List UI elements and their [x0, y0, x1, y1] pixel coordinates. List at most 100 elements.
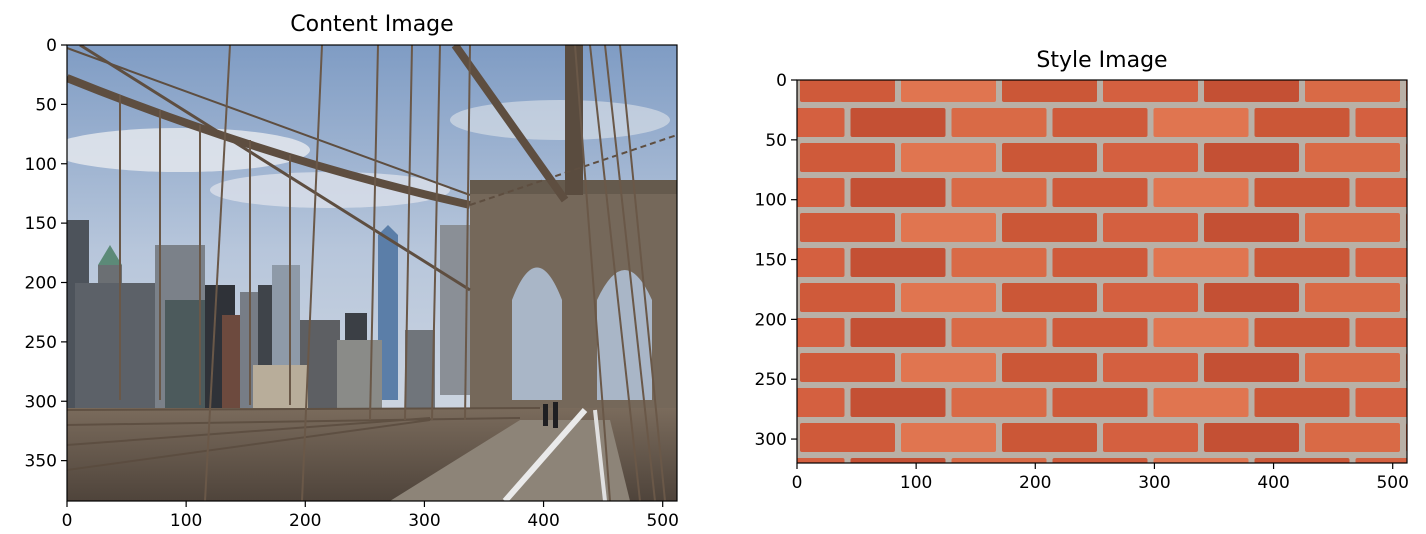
brick — [1153, 248, 1249, 277]
style-image-title: Style Image — [1036, 48, 1167, 73]
brick — [1052, 178, 1148, 207]
content-ytick-label: 200 — [25, 274, 57, 294]
style-photo — [797, 80, 1407, 463]
brick — [1305, 143, 1400, 172]
brick — [1002, 80, 1097, 102]
brick — [901, 80, 996, 102]
brick — [951, 108, 1047, 137]
brick — [1103, 283, 1198, 312]
content-xtick-label: 300 — [408, 511, 440, 531]
content-ytick-label: 50 — [35, 95, 57, 115]
brick — [1153, 458, 1249, 463]
brick — [800, 80, 895, 102]
brick — [1153, 388, 1249, 417]
brick — [1052, 318, 1148, 347]
content-ytick-label: 0 — [46, 36, 57, 56]
brick — [951, 178, 1047, 207]
brick — [1052, 248, 1148, 277]
brick — [1254, 318, 1350, 347]
brick — [951, 318, 1047, 347]
brick — [1355, 178, 1407, 207]
brick — [1052, 388, 1148, 417]
brick — [1305, 353, 1400, 382]
brick — [1103, 353, 1198, 382]
brick — [1002, 213, 1097, 242]
content-ticks: 0 100 200 300 400 500 0 50 100 150 200 250 300 350 — [25, 36, 679, 531]
brick — [1002, 353, 1097, 382]
content-ytick-label: 100 — [25, 155, 57, 175]
brick — [1204, 213, 1299, 242]
content-image-title: Content Image — [290, 12, 453, 37]
brick — [1254, 388, 1350, 417]
brick — [1406, 423, 1407, 452]
brick — [800, 283, 895, 312]
brick — [951, 388, 1047, 417]
brick — [1305, 423, 1400, 452]
content-axes-frame — [66, 44, 678, 502]
brick — [901, 423, 996, 452]
style-axes-frame — [796, 79, 1408, 464]
brick — [1406, 80, 1407, 102]
brick — [1052, 458, 1148, 463]
brick — [850, 248, 946, 277]
style-image-panel: Style Image 0 100 200 300 400 500 0 50 100 150 200… — [755, 48, 1409, 493]
brick — [1204, 423, 1299, 452]
style-ticks: 0 100 200 300 400 500 0 50 100 150 200 250 300 — [755, 71, 1409, 493]
brick — [797, 248, 845, 277]
brick — [1103, 213, 1198, 242]
content-xtick-label: 0 — [62, 511, 73, 531]
brick — [1355, 248, 1407, 277]
style-xtick-label: 0 — [792, 473, 803, 493]
content-ytick-label: 300 — [25, 392, 57, 412]
brick — [1204, 353, 1299, 382]
brick — [901, 283, 996, 312]
brick — [951, 458, 1047, 463]
style-ytick-label: 0 — [776, 71, 787, 91]
brick — [1355, 458, 1407, 463]
brick — [800, 423, 895, 452]
style-xtick-label: 400 — [1257, 473, 1289, 493]
brick — [951, 248, 1047, 277]
content-xtick-label: 400 — [527, 511, 559, 531]
brick — [901, 143, 996, 172]
content-ytick-label: 250 — [25, 333, 57, 353]
brick — [1406, 143, 1407, 172]
brick — [1305, 213, 1400, 242]
style-ytick-label: 300 — [755, 430, 787, 450]
brick — [1355, 108, 1407, 137]
brick — [797, 318, 845, 347]
brick — [1204, 80, 1299, 102]
brick — [797, 178, 845, 207]
brick — [1305, 283, 1400, 312]
brick — [1406, 353, 1407, 382]
brick — [1406, 213, 1407, 242]
style-xtick-label: 300 — [1138, 473, 1170, 493]
style-xtick-label: 100 — [900, 473, 932, 493]
brick — [850, 178, 946, 207]
brick — [1002, 143, 1097, 172]
brick — [1204, 143, 1299, 172]
brick — [1254, 458, 1350, 463]
brick — [1002, 423, 1097, 452]
brick — [1254, 178, 1350, 207]
brick — [1002, 283, 1097, 312]
style-xtick-label: 500 — [1376, 473, 1408, 493]
brick — [1103, 80, 1198, 102]
style-ytick-label: 50 — [765, 131, 787, 151]
brick — [1254, 108, 1350, 137]
brick — [1355, 318, 1407, 347]
style-ytick-label: 150 — [755, 251, 787, 271]
content-image-panel: Content Image — [25, 12, 679, 531]
style-ytick-label: 100 — [755, 191, 787, 211]
brick — [901, 213, 996, 242]
style-ytick-label: 250 — [755, 370, 787, 390]
brick — [797, 108, 845, 137]
brick — [1153, 108, 1249, 137]
brick-pattern — [797, 80, 1407, 463]
brick — [1103, 143, 1198, 172]
content-xtick-label: 200 — [289, 511, 321, 531]
style-ytick-label: 200 — [755, 310, 787, 330]
brick — [850, 458, 946, 463]
brick — [850, 318, 946, 347]
